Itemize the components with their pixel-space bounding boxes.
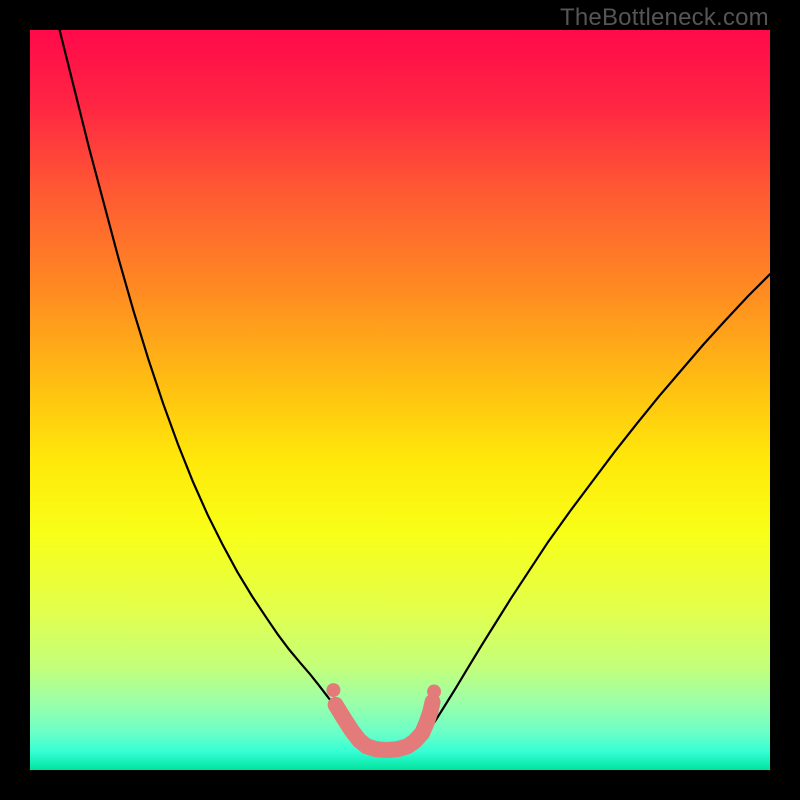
chart-svg: [30, 30, 770, 770]
highlight-end-dot: [427, 685, 441, 699]
highlight-end-dot: [326, 683, 340, 697]
chart-background: [30, 30, 770, 770]
plot-area: [30, 30, 770, 770]
chart-frame: TheBottleneck.com: [0, 0, 800, 800]
watermark-text: TheBottleneck.com: [560, 4, 769, 32]
